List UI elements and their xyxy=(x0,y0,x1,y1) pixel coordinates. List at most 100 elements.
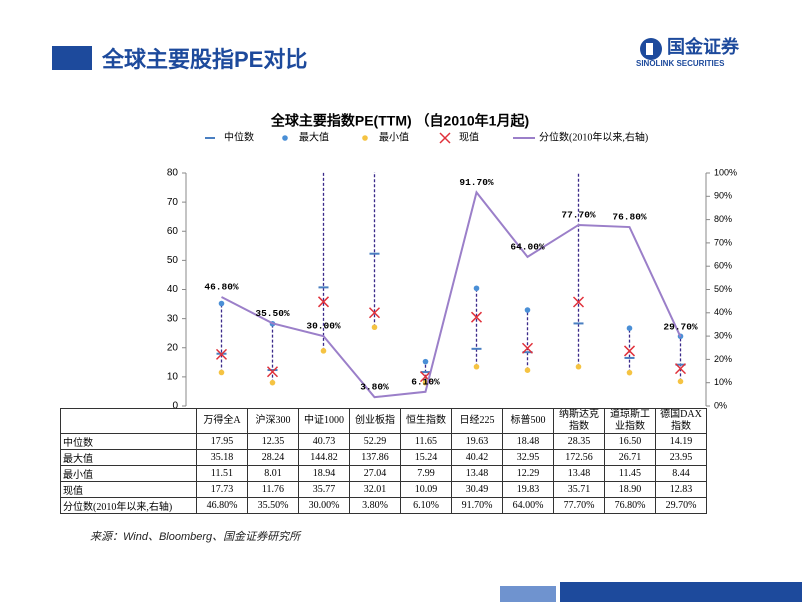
table-cell: 15.24 xyxy=(400,449,452,466)
percentile-line xyxy=(221,190,682,399)
table-cell: 28.24 xyxy=(247,449,299,466)
y-tick-label: 50 xyxy=(167,255,179,266)
table-row: 最大值 35.18 28.24 144.82 137.86 15.24 40.42 32.95… xyxy=(60,449,707,466)
table-cell: 标普500 xyxy=(502,408,554,434)
legend-label: 最小值 xyxy=(379,130,409,143)
table-cell: 道琼斯工业指数 xyxy=(604,408,656,434)
table-cell: 18.48 xyxy=(502,433,554,450)
table-cell: 纳斯达克指数 xyxy=(553,408,605,434)
table-cell: 13.48 xyxy=(451,465,503,482)
percentile-label: 91.70% xyxy=(459,177,494,188)
table-cell: 32.01 xyxy=(349,481,401,498)
table-cell: 12.83 xyxy=(655,481,707,498)
table-cell: 11.65 xyxy=(400,433,452,450)
table-cell: 35.77 xyxy=(298,481,350,498)
table-cell: 30.49 xyxy=(451,481,503,498)
table-cell: 52.29 xyxy=(349,433,401,450)
y2-tick-label: 30% xyxy=(714,330,732,340)
data-table: 万得全A 沪深300 中证1000 创业板指 恒生指数 日经225 标普500 纳斯达克指数道… xyxy=(60,408,707,514)
footer-bar-light xyxy=(500,586,556,602)
table-cell: 17.95 xyxy=(196,433,248,450)
table-cell: 172.56 xyxy=(553,449,605,466)
table-cell: 8.01 xyxy=(247,465,299,482)
table-cell: 28.35 xyxy=(553,433,605,450)
max-dot xyxy=(218,300,225,307)
table-cell: 77.70% xyxy=(553,497,605,514)
table-cell xyxy=(60,408,197,434)
table-cell: 3.80% xyxy=(349,497,401,514)
table-cell: 现值 xyxy=(60,481,197,498)
table-cell: 64.00% xyxy=(502,497,554,514)
max-dot xyxy=(473,285,480,292)
legend-label: 现值 xyxy=(459,130,479,143)
table-cell: 30.00% xyxy=(298,497,350,514)
min-dot xyxy=(362,135,368,141)
min-dot xyxy=(575,363,582,370)
y-tick-label: 70 xyxy=(167,197,179,208)
max-dot xyxy=(524,307,531,313)
table-cell: 27.04 xyxy=(349,465,401,482)
current-mark xyxy=(470,311,483,323)
table-cell: 创业板指 xyxy=(349,408,401,434)
min-dot xyxy=(473,363,480,370)
max-dot xyxy=(372,2,378,8)
table-cell: 12.35 xyxy=(247,433,299,450)
max-dot xyxy=(282,135,288,141)
current-mark xyxy=(623,345,636,357)
table-row: 中位数 17.95 12.35 40.73 52.29 11.65 19.63 18.48 28… xyxy=(60,433,707,450)
logo-cn: 国金证券 xyxy=(667,36,740,57)
y2-tick-label: 70% xyxy=(714,237,732,247)
table-cell: 11.76 xyxy=(247,481,299,498)
table-cell: 76.80% xyxy=(604,497,656,514)
table-cell: 12.29 xyxy=(502,465,554,482)
table-cell: 40.73 xyxy=(298,433,350,450)
min-dot xyxy=(524,367,531,374)
table-cell: 144.82 xyxy=(298,449,350,466)
title-block xyxy=(52,46,92,70)
max-dot xyxy=(422,358,429,365)
min-dot xyxy=(269,379,276,386)
table-row: 万得全A 沪深300 中证1000 创业板指 恒生指数 日经225 标普500 纳斯达克指数道… xyxy=(60,408,707,434)
table-cell: 沪深300 xyxy=(247,408,299,434)
table-cell: 最大值 xyxy=(60,449,197,466)
table-cell: 40.42 xyxy=(451,449,503,466)
table-cell: 29.70% xyxy=(655,497,707,514)
table-cell: 日经225 xyxy=(451,408,503,434)
y2-tick-label: 20% xyxy=(714,354,732,364)
table-cell: 8.44 xyxy=(655,465,707,482)
percentile-label: 3.80% xyxy=(360,382,389,393)
y2-tick-label: 60% xyxy=(714,261,732,271)
current-mark xyxy=(266,366,279,378)
table-cell: 11.51 xyxy=(196,465,248,482)
min-dot xyxy=(626,369,633,376)
table-cell: 14.19 xyxy=(655,433,707,450)
table-cell: 137.86 xyxy=(349,449,401,466)
table-cell: 16.50 xyxy=(604,433,656,450)
legend-label: 分位数(2010年以来,右轴) xyxy=(539,130,648,143)
table-row: 最小值 11.51 8.01 18.94 27.04 7.99 13.48 12.29 13.4… xyxy=(60,465,707,482)
percentile-label: 35.50% xyxy=(255,308,290,319)
table-cell: 46.80% xyxy=(196,497,248,514)
table-cell: 35.18 xyxy=(196,449,248,466)
table-cell: 23.95 xyxy=(655,449,707,466)
table-cell: 35.71 xyxy=(553,481,605,498)
table-cell: 6.10% xyxy=(400,497,452,514)
percentile-label: 64.00% xyxy=(510,241,545,252)
table-cell: 万得全A xyxy=(196,408,248,434)
legend-label: 中位数 xyxy=(224,130,254,143)
table-cell: 26.71 xyxy=(604,449,656,466)
table-cell: 13.48 xyxy=(553,465,605,482)
min-dot xyxy=(218,369,225,376)
current-mark xyxy=(368,307,381,319)
current-mark xyxy=(439,132,451,144)
y2-tick-label: 40% xyxy=(714,307,732,317)
y-tick-label: 80 xyxy=(167,168,179,179)
current-mark xyxy=(572,296,585,308)
table-row: 现值 17.73 11.76 35.77 32.01 10.09 30.49 19.83 35.… xyxy=(60,481,707,498)
table-cell: 最小值 xyxy=(60,465,197,482)
max-dot xyxy=(626,325,633,332)
percentile-label: 46.80% xyxy=(204,281,239,292)
percentile-label: 30.00% xyxy=(306,321,341,332)
percentile-label: 29.70% xyxy=(663,321,698,332)
